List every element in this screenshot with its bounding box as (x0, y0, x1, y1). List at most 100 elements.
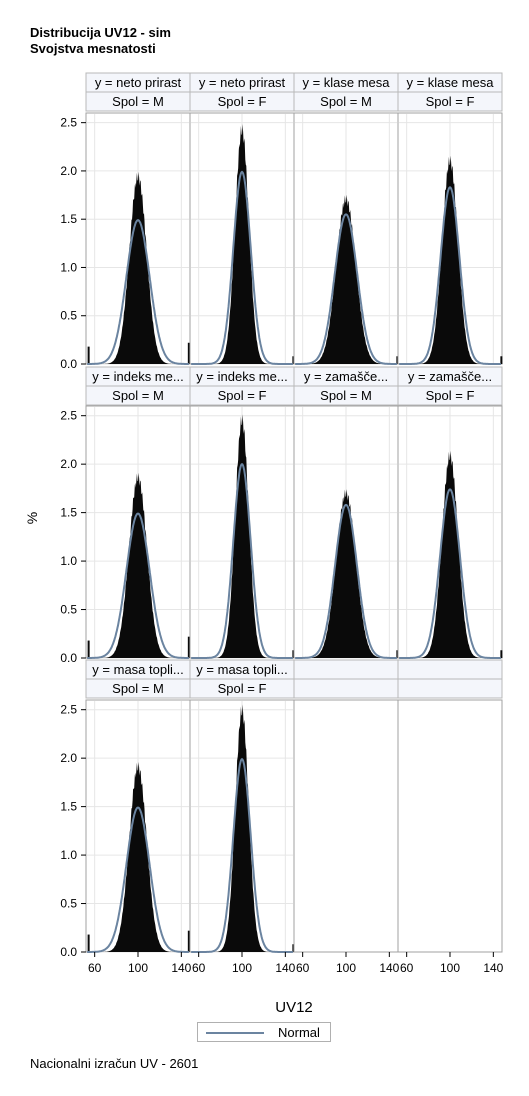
y-axis-label: % (24, 512, 40, 524)
histogram-bars (87, 171, 189, 364)
facet-label-sex: Spol = M (112, 681, 164, 696)
y-tick-label: 2.0 (60, 751, 77, 765)
histogram-bars (399, 450, 501, 658)
chart-title: Distribucija UV12 - sim (30, 25, 171, 40)
histogram-tail-bar (292, 650, 295, 658)
histogram-tail-bar (292, 356, 295, 364)
facet-label-y: y = masa topli... (92, 662, 183, 677)
legend-normal-swatch (206, 1032, 264, 1034)
footer-note: Nacionalni izračun UV - 2601 (30, 1056, 199, 1071)
x-tick-label: 60 (296, 961, 310, 975)
facet-label-sex: Spol = F (426, 388, 475, 403)
normal-curve (399, 488, 501, 659)
histogram-tail-bar (500, 650, 503, 658)
histogram-tail-bar (87, 934, 90, 952)
x-tick-label: 60 (192, 961, 206, 975)
facet-label-y: y = neto prirast (95, 75, 182, 90)
y-tick-label: 0.0 (60, 357, 77, 371)
y-tick-label: 2.0 (60, 457, 77, 471)
histogram-bars (191, 414, 293, 658)
facet-header-sex-box (397, 91, 503, 112)
y-tick-label: 1.5 (60, 212, 77, 226)
facet-label-y: y = klase mesa (406, 75, 494, 90)
y-tick-label: 1.5 (60, 800, 77, 814)
facet-label-sex: Spol = F (218, 94, 267, 109)
facet-header-sex-box (397, 678, 503, 699)
facet-label-y: y = zamaščе... (408, 369, 492, 384)
facet-label-sex: Spol = F (218, 681, 267, 696)
normal-curve (191, 757, 293, 953)
histogram-bars (191, 704, 293, 952)
normal-curve (191, 463, 293, 659)
facet-header-y-box (293, 659, 399, 680)
histogram-bars (295, 194, 397, 364)
histogram-tail-bar (87, 346, 90, 364)
y-tick-label: 1.0 (60, 554, 77, 568)
y-tick-label: 0.5 (60, 897, 77, 911)
facet-header-sex-box (397, 385, 503, 406)
histogram-tail-bar (396, 356, 399, 364)
histogram-tail-bar (187, 930, 190, 952)
histogram-bars (191, 124, 293, 364)
normal-curve (87, 219, 189, 365)
facet-label-y: y = indeks me... (196, 369, 287, 384)
histogram-tail-bar (87, 640, 90, 658)
y-tick-label: 0.0 (60, 651, 77, 665)
facet-label-sex: Spol = F (426, 94, 475, 109)
facet-label-sex: Spol = M (320, 388, 372, 403)
y-tick-label: 2.5 (60, 116, 77, 130)
facet-label-sex: Spol = M (320, 94, 372, 109)
histogram-bars (399, 155, 501, 364)
chart-subtitle: Svojstva mesnatosti (30, 41, 156, 56)
x-axis-label: UV12 (275, 999, 313, 1016)
facet-label-y: y = indeks me... (92, 369, 183, 384)
y-tick-label: 1.0 (60, 260, 77, 274)
x-tick-label: 100 (128, 961, 148, 975)
x-tick-label: 100 (232, 961, 252, 975)
histogram-tail-bar (187, 342, 190, 364)
facet-label-sex: Spol = M (112, 388, 164, 403)
legend-normal-label: Normal (278, 1025, 320, 1040)
y-tick-label: 1.0 (60, 848, 77, 862)
normal-curve (295, 503, 397, 659)
facet-label-y: y = neto prirast (199, 75, 286, 90)
x-tick-label: 100 (336, 961, 356, 975)
normal-curve (191, 170, 293, 365)
histogram-bars (87, 761, 189, 952)
histogram-tail-bar (292, 944, 295, 952)
y-tick-label: 0.5 (60, 309, 77, 323)
x-tick-label: 140 (379, 961, 399, 975)
facet-frame (293, 699, 399, 953)
x-tick-label: 100 (440, 961, 460, 975)
histogram-tail-bar (500, 356, 503, 364)
facet-label-y: y = klase mesa (302, 75, 390, 90)
y-tick-label: 2.5 (60, 703, 77, 717)
x-tick-label: 140 (483, 961, 503, 975)
y-tick-label: 2.0 (60, 164, 77, 178)
facet-label-y: y = zamaščе... (304, 369, 388, 384)
y-tick-label: 0.0 (60, 945, 77, 959)
histogram-tail-bar (187, 636, 190, 658)
legend: Normal (197, 1022, 331, 1042)
y-tick-label: 1.5 (60, 506, 77, 520)
x-tick-label: 140 (171, 961, 191, 975)
y-tick-label: 2.5 (60, 409, 77, 423)
facet-label-sex: Spol = F (218, 388, 267, 403)
x-tick-label: 60 (88, 961, 102, 975)
histogram-bars (295, 489, 397, 658)
y-tick-label: 0.5 (60, 603, 77, 617)
facet-header-y-box (397, 659, 503, 680)
facet-frame (397, 699, 503, 953)
normal-curve (295, 213, 397, 365)
histogram-bars (87, 472, 189, 658)
facet-header-sex-box (293, 678, 399, 699)
x-tick-label: 60 (400, 961, 414, 975)
normal-curve (87, 806, 189, 953)
x-tick-label: 140 (275, 961, 295, 975)
normal-curve (399, 186, 501, 365)
facet-label-sex: Spol = M (112, 94, 164, 109)
facet-label-y: y = masa topli... (196, 662, 287, 677)
normal-curve (87, 512, 189, 659)
histogram-tail-bar (396, 650, 399, 658)
